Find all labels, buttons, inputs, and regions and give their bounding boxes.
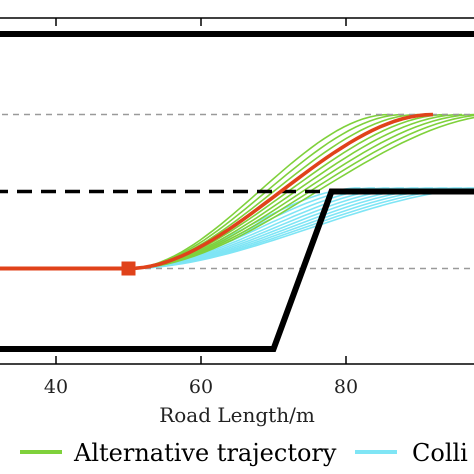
ego-trajectory: [0, 112, 434, 276]
x-tick-label-60: 60: [189, 376, 213, 398]
road: [0, 31, 474, 352]
ego-vehicle-marker: [121, 261, 136, 276]
legend-label-1: Colli: [412, 439, 468, 467]
selected-trajectory: [128, 112, 434, 271]
legend-label-0: Alternative trajectory: [73, 439, 337, 467]
x-axis-title: Road Length/m: [159, 403, 315, 427]
x-tick-label-80: 80: [334, 376, 358, 398]
road-lower-boundary: [0, 188, 474, 352]
colliding-trajectory-3: [128, 187, 405, 270]
x-axis: 40 60 80: [44, 18, 358, 398]
plot-area: [0, 31, 474, 352]
plot-frame: [0, 17, 474, 365]
legend: Alternative trajectory Colli: [20, 439, 468, 467]
x-tick-label-40: 40: [44, 376, 68, 398]
